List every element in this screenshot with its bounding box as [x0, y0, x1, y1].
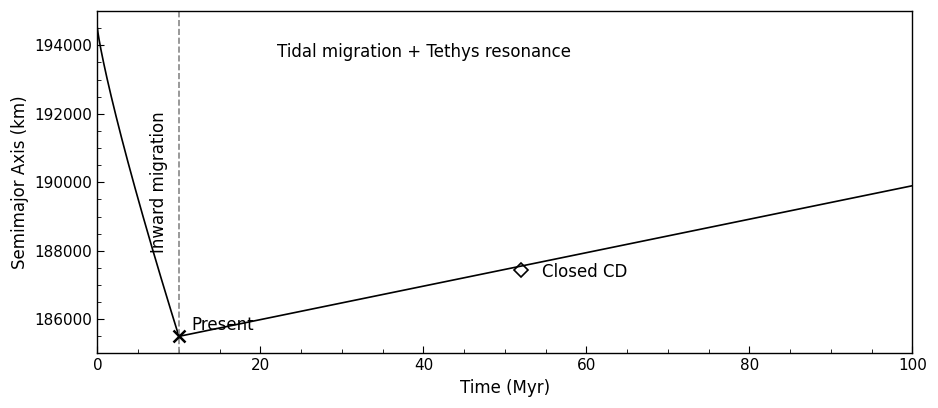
X-axis label: Time (Myr): Time (Myr): [460, 379, 550, 397]
Text: Closed CD: Closed CD: [541, 263, 627, 281]
Text: Present: Present: [191, 316, 254, 334]
Text: Inward migration: Inward migration: [149, 111, 168, 253]
Text: Tidal migration + Tethys resonance: Tidal migration + Tethys resonance: [277, 43, 570, 61]
Y-axis label: Semimajor Axis (km): Semimajor Axis (km): [11, 95, 29, 269]
